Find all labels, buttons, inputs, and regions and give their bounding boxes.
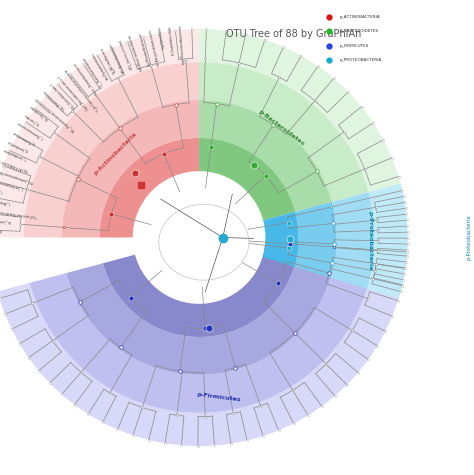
Text: hg_LACTOBACILLUS 1: hg_LACTOBACILLUS 1 xyxy=(0,158,29,172)
Ellipse shape xyxy=(159,204,249,280)
Text: d__Bacteria: d__Bacteria xyxy=(0,228,1,233)
Text: f__Lachnospiraceae sn: f__Lachnospiraceae sn xyxy=(0,177,24,190)
Circle shape xyxy=(154,192,244,283)
Wedge shape xyxy=(330,192,374,289)
Text: frg-Clostridiales: frg-Clostridiales xyxy=(158,27,166,49)
Text: Fl_jm-Carnivore-unclassified bacteria: Fl_jm-Carnivore-unclassified bacteria xyxy=(65,68,100,112)
Wedge shape xyxy=(199,29,401,192)
Text: C_g__Ruminococcus: C_g__Ruminococcus xyxy=(42,88,66,111)
Text: OTU Tree of 88 by GraPhlAn: OTU Tree of 88 by GraPhlAn xyxy=(226,28,362,38)
Text: Ric_Clostridiales: Ric_Clostridiales xyxy=(29,104,49,121)
Wedge shape xyxy=(66,241,337,375)
Text: g__Ruminococcus: g__Ruminococcus xyxy=(12,130,36,145)
Wedge shape xyxy=(263,212,299,266)
Text: cde-Erysipelotrichales: cde-Erysipelotrichales xyxy=(91,51,109,80)
Text: g__Lactobacillus: g__Lactobacillus xyxy=(7,139,29,152)
Text: p-Proteobacteria: p-Proteobacteria xyxy=(367,211,372,270)
Text: F3L_Clostridiales clade 1: F3L_Clostridiales clade 1 xyxy=(49,81,76,109)
Wedge shape xyxy=(30,242,374,413)
Text: f5f__Lachnospiraceae-New5: f5f__Lachnospiraceae-New5 xyxy=(0,167,34,184)
Wedge shape xyxy=(100,138,199,238)
Text: 5ale-Anaerobacteriales: 5ale-Anaerobacteriales xyxy=(109,41,126,73)
Wedge shape xyxy=(294,202,337,278)
Wedge shape xyxy=(62,100,199,238)
Text: 5-s-u__Ruminibactericia sn: 5-s-u__Ruminibactericia sn xyxy=(73,62,99,95)
Text: m1-Alistipes-detach-toxins: m1-Alistipes-detach-toxins xyxy=(148,28,160,66)
Wedge shape xyxy=(199,62,368,202)
Text: T1__Ruminibacteriaceae: T1__Ruminibacteriaceae xyxy=(82,56,104,87)
Text: p-Proteobacteria: p-Proteobacteria xyxy=(466,215,472,260)
Text: Clg-3_Bac.subterranea sticcia 3: Clg-3_Bac.subterranea sticcia 3 xyxy=(57,75,90,111)
Text: f__Lactobacillales: f__Lactobacillales xyxy=(3,148,27,162)
Wedge shape xyxy=(199,138,295,220)
Text: p_FIRMICUTES: p_FIRMICUTES xyxy=(340,44,369,48)
Wedge shape xyxy=(103,240,299,337)
Text: f__Ruminococcaceae: f__Ruminococcaceae xyxy=(17,121,44,140)
Text: f__Atopobiaceae: f__Atopobiaceae xyxy=(0,197,11,205)
Wedge shape xyxy=(367,183,408,298)
Text: WCJ__bac.loc_enriched: WCJ__bac.loc_enriched xyxy=(118,38,134,69)
Text: f__Bacilli: f__Bacilli xyxy=(0,187,3,194)
Wedge shape xyxy=(0,29,199,238)
Text: c7-Clostridiales-clade: c7-Clostridiales-clade xyxy=(168,25,176,55)
Text: a_go-Phascolarctobacterium: a_go-Phascolarctobacterium xyxy=(178,24,186,64)
Wedge shape xyxy=(199,100,332,212)
Wedge shape xyxy=(0,244,408,446)
Text: p-Firmicutes: p-Firmicutes xyxy=(196,392,241,403)
Text: p_PROTEOBACTERIA: p_PROTEOBACTERIA xyxy=(340,58,382,62)
Text: p_BACTEROIDETES: p_BACTEROIDETES xyxy=(340,29,379,33)
Text: Fuy-Rhomboflexonaceae: Fuy-Rhomboflexonaceae xyxy=(138,31,151,66)
Text: p-Bacteroidetes: p-Bacteroidetes xyxy=(258,109,306,147)
Text: Lo_Clostridio: Lo_Clostridio xyxy=(23,113,39,126)
Text: p_ACTINOBACTERIA: p_ACTINOBACTERIA xyxy=(340,15,381,19)
Text: BC__Peptococcaceae XXXXXXXXXX: BC__Peptococcaceae XXXXXXXXXX xyxy=(36,96,76,132)
Text: Ev__Lactobacillus: Ev__Lactobacillus xyxy=(0,218,10,224)
Wedge shape xyxy=(24,62,199,238)
Text: p-Actinobacteria: p-Actinobacteria xyxy=(93,131,137,176)
Text: Ug_JAC-etal-Bacteria: Ug_JAC-etal-Bacteria xyxy=(100,46,117,74)
Text: Cry1-enriched Raw Actinobacteria c: Cry1-enriched Raw Actinobacteria c xyxy=(0,208,37,218)
Text: bdb-Blaut-nonclassified aa: bdb-Blaut-nonclassified aa xyxy=(128,34,144,71)
